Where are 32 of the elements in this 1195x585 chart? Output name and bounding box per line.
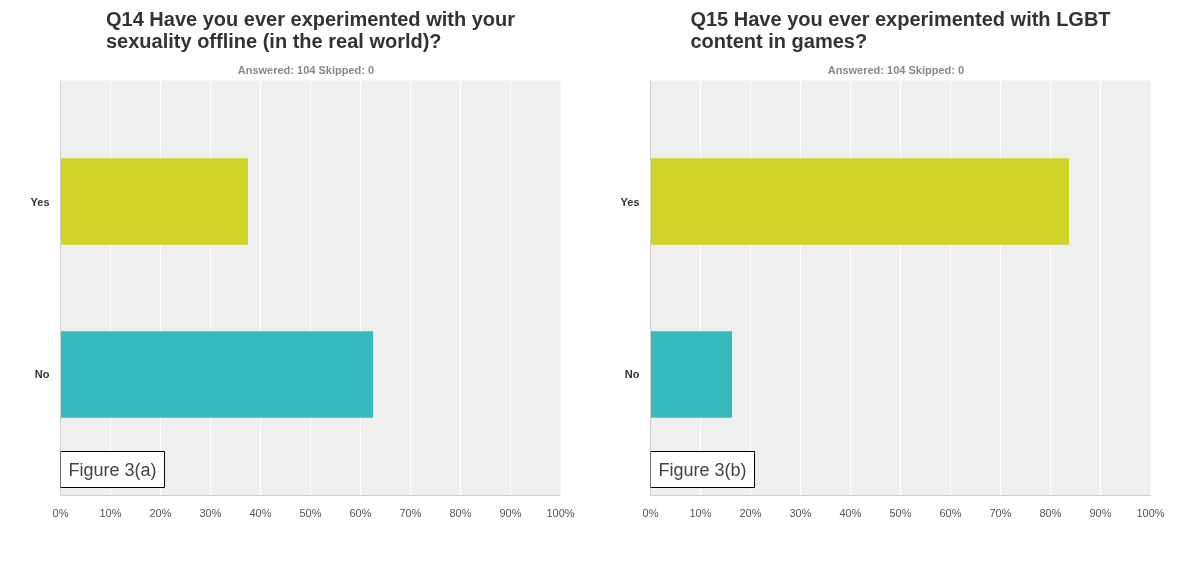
annotation: Figure 3(b) — [658, 459, 747, 480]
x-tick-label: 40% — [249, 506, 272, 519]
x-tick-label: 60% — [939, 506, 962, 519]
x-tick-label: 90% — [1089, 506, 1112, 519]
y-tick-label: No — [624, 368, 640, 381]
x-tick-label: 0% — [52, 506, 69, 519]
x-tick-label: 100% — [1136, 506, 1165, 519]
x-tick-label: 50% — [299, 506, 322, 519]
x-tick-label: 20% — [149, 506, 172, 519]
x-tick-label: 10% — [99, 506, 122, 519]
chart-subtitle: Answered: 104 Skipped: 0 — [827, 63, 965, 76]
x-tick-label: 80% — [1039, 506, 1062, 519]
x-tick-label: 70% — [989, 506, 1012, 519]
y-tick-label: No — [34, 368, 50, 381]
x-tick-label: 30% — [789, 506, 812, 519]
x-tick-label: 0% — [642, 506, 659, 519]
x-tick-label: 50% — [889, 506, 912, 519]
y-tick-label: Yes — [620, 195, 640, 208]
x-tick-label: 60% — [349, 506, 372, 519]
x-tick-label: 20% — [739, 506, 762, 519]
y-tick-label: Yes — [30, 195, 50, 208]
x-tick-label: 90% — [499, 506, 522, 519]
x-tick-label: 10% — [689, 506, 712, 519]
x-tick-label: 70% — [399, 506, 422, 519]
chart-title: Q15 Have you ever experimented with LGBT content in games? — [690, 7, 1111, 52]
x-tick-label: 40% — [839, 506, 862, 519]
chart-subtitle: Answered: 104 Skipped: 0 — [237, 63, 375, 76]
chart-title: Q14 Have you ever experimented with your sexuality offline (in the real world)? — [105, 7, 516, 52]
annotation: Figure 3(a) — [68, 459, 157, 480]
x-tick-label: 30% — [199, 506, 222, 519]
x-tick-label: 80% — [449, 506, 472, 519]
x-tick-label: 100% — [546, 506, 575, 519]
